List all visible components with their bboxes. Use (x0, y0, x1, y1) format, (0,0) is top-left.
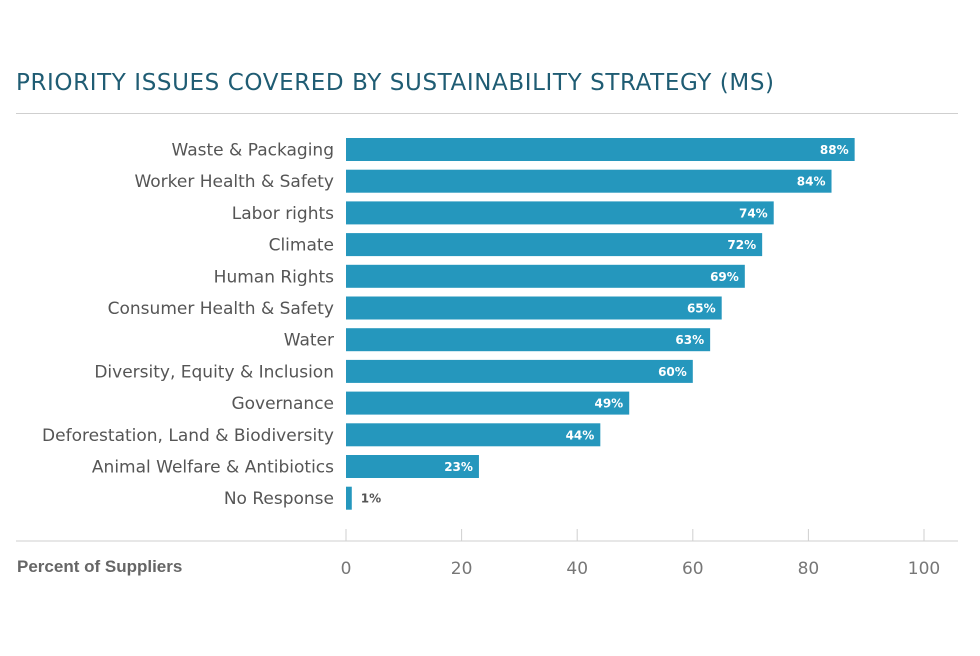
category-label: Labor rights (232, 204, 334, 224)
data-label: 1% (361, 492, 381, 506)
category-label: Water (284, 331, 334, 351)
bar (346, 138, 855, 161)
bars-layer: Waste & Packaging 88% Worker Health & Safe… (42, 138, 855, 510)
bar (346, 296, 722, 320)
bar (346, 455, 479, 478)
data-label: 23% (444, 460, 473, 474)
bar (346, 391, 630, 415)
bar (346, 169, 832, 193)
x-tick-label: 0 (341, 559, 352, 579)
chart-title: PRIORITY ISSUES COVERED BY SUSTAINABILIT… (16, 70, 775, 96)
category-label: Governance (231, 394, 334, 414)
category-label: Worker Health & Safety (134, 172, 334, 192)
category-label: Climate (269, 236, 334, 256)
data-label: 88% (820, 143, 849, 157)
category-label: Animal Welfare & Antibiotics (92, 458, 334, 478)
bar (346, 359, 693, 383)
x-tick-label: 40 (566, 559, 588, 579)
x-axis-label: Percent of Suppliers (17, 557, 182, 576)
category-label: No Response (224, 489, 334, 509)
x-tick-label: 60 (682, 559, 704, 579)
bar (346, 233, 763, 257)
data-label: 44% (566, 428, 595, 442)
x-tick-label: 80 (798, 559, 820, 579)
x-tick-label: 100 (908, 559, 940, 579)
x-tick-label: 20 (451, 559, 473, 579)
title-divider (16, 113, 958, 114)
x-axis-ticks: 0 20 40 60 80 100 (341, 529, 940, 579)
data-label: 69% (710, 270, 739, 284)
category-label: Human Rights (214, 267, 334, 287)
category-label: Consumer Health & Safety (108, 299, 334, 319)
category-label: Deforestation, Land & Biodiversity (42, 426, 334, 446)
bar (346, 328, 711, 352)
data-label: 74% (739, 206, 768, 220)
bar (346, 423, 601, 447)
data-label: 65% (687, 302, 716, 316)
data-label: 60% (658, 365, 687, 379)
bar (346, 201, 774, 225)
category-label: Diversity, Equity & Inclusion (94, 362, 334, 382)
data-label: 84% (797, 175, 826, 189)
data-label: 63% (675, 333, 704, 347)
category-label: Waste & Packaging (172, 141, 334, 161)
bar (346, 486, 352, 510)
data-label: 49% (594, 397, 623, 411)
data-label: 72% (727, 238, 756, 252)
bar (346, 264, 745, 288)
